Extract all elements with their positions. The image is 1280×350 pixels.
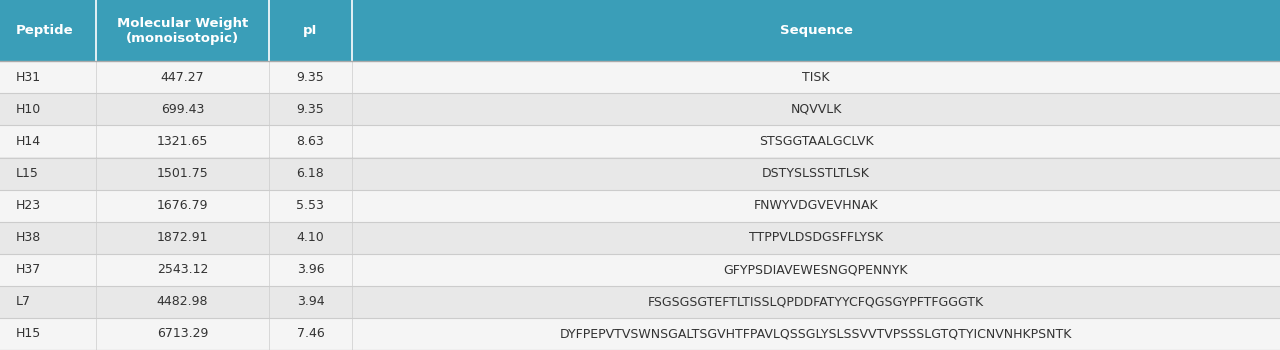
Bar xyxy=(0,222,1280,254)
Bar xyxy=(269,0,352,61)
Text: H31: H31 xyxy=(15,71,41,84)
Text: 3.94: 3.94 xyxy=(297,295,324,308)
Text: DSTYSLSSTLTLSK: DSTYSLSSTLTLSK xyxy=(762,167,870,180)
Bar xyxy=(0,158,1280,190)
Bar xyxy=(0,125,1280,158)
Text: 1321.65: 1321.65 xyxy=(156,135,209,148)
Text: DYFPEPVTVSWNSGALTSGVHTFPAVLQSSGLYSLSSVVTVPSSSLGTQTYICNVNHKPSNTK: DYFPEPVTVSWNSGALTSGVHTFPAVLQSSGLYSLSSVVT… xyxy=(559,328,1073,341)
Text: NQVVLK: NQVVLK xyxy=(790,103,842,116)
Text: 9.35: 9.35 xyxy=(297,103,324,116)
Text: 7.46: 7.46 xyxy=(297,328,324,341)
Text: 3.96: 3.96 xyxy=(297,263,324,276)
Bar xyxy=(0,190,1280,222)
Text: 6.18: 6.18 xyxy=(297,167,324,180)
Text: TTPPVLDSDGSFFLYSK: TTPPVLDSDGSFFLYSK xyxy=(749,231,883,244)
Text: FNWYVDGVEVHNAK: FNWYVDGVEVHNAK xyxy=(754,199,878,212)
Bar xyxy=(0,318,1280,350)
Bar xyxy=(0,93,1280,125)
Text: TISK: TISK xyxy=(803,71,829,84)
Text: L7: L7 xyxy=(15,295,31,308)
Text: STSGGTAALGCLVK: STSGGTAALGCLVK xyxy=(759,135,873,148)
Text: 9.35: 9.35 xyxy=(297,71,324,84)
Bar xyxy=(0,254,1280,286)
Bar xyxy=(352,0,1280,61)
Text: 6713.29: 6713.29 xyxy=(156,328,209,341)
Text: FSGSGSGTEFTLTISSLQPDDFATYYCFQGSGYPFTFGGGTK: FSGSGSGTEFTLTISSLQPDDFATYYCFQGSGYPFTFGGG… xyxy=(648,295,984,308)
Bar xyxy=(0,61,1280,93)
Text: H23: H23 xyxy=(15,199,41,212)
Text: 1872.91: 1872.91 xyxy=(156,231,209,244)
Text: Molecular Weight
(monoisotopic): Molecular Weight (monoisotopic) xyxy=(116,16,248,44)
Text: GFYPSDIAVEWESNGQPENNYK: GFYPSDIAVEWESNGQPENNYK xyxy=(723,263,909,276)
Bar xyxy=(0,0,96,61)
Text: 5.53: 5.53 xyxy=(297,199,324,212)
Text: pI: pI xyxy=(303,24,317,37)
Text: H10: H10 xyxy=(15,103,41,116)
Text: 2543.12: 2543.12 xyxy=(156,263,209,276)
Text: 4482.98: 4482.98 xyxy=(156,295,209,308)
Text: 8.63: 8.63 xyxy=(297,135,324,148)
Text: Sequence: Sequence xyxy=(780,24,852,37)
Text: L15: L15 xyxy=(15,167,38,180)
Text: 4.10: 4.10 xyxy=(297,231,324,244)
Bar xyxy=(0,286,1280,318)
Text: Peptide: Peptide xyxy=(15,24,73,37)
Text: 699.43: 699.43 xyxy=(161,103,204,116)
Bar xyxy=(96,0,269,61)
Text: 447.27: 447.27 xyxy=(160,71,205,84)
Text: 1501.75: 1501.75 xyxy=(156,167,209,180)
Text: H14: H14 xyxy=(15,135,41,148)
Text: 1676.79: 1676.79 xyxy=(156,199,209,212)
Text: H15: H15 xyxy=(15,328,41,341)
Text: H37: H37 xyxy=(15,263,41,276)
Text: H38: H38 xyxy=(15,231,41,244)
